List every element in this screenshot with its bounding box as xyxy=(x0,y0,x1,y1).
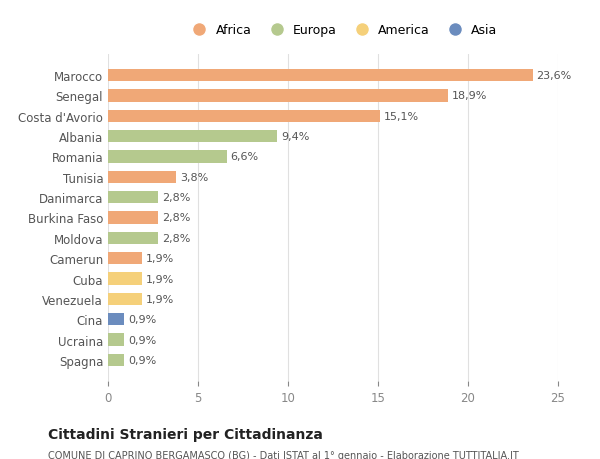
Text: 1,9%: 1,9% xyxy=(146,254,174,263)
Bar xyxy=(108,273,142,285)
Text: 1,9%: 1,9% xyxy=(146,274,174,284)
Text: 0,9%: 0,9% xyxy=(128,355,156,365)
Bar xyxy=(108,171,176,184)
Legend: Africa, Europa, America, Asia: Africa, Europa, America, Asia xyxy=(182,19,502,42)
Text: 9,4%: 9,4% xyxy=(281,132,309,142)
Text: 23,6%: 23,6% xyxy=(536,71,572,81)
Bar xyxy=(108,252,142,265)
Text: 2,8%: 2,8% xyxy=(162,193,190,203)
Bar xyxy=(108,70,533,82)
Text: 0,9%: 0,9% xyxy=(128,335,156,345)
Text: 15,1%: 15,1% xyxy=(383,112,419,122)
Bar xyxy=(108,293,142,305)
Bar xyxy=(108,334,124,346)
Text: Cittadini Stranieri per Cittadinanza: Cittadini Stranieri per Cittadinanza xyxy=(48,427,323,441)
Bar xyxy=(108,131,277,143)
Text: 0,9%: 0,9% xyxy=(128,314,156,325)
Text: COMUNE DI CAPRINO BERGAMASCO (BG) - Dati ISTAT al 1° gennaio - Elaborazione TUTT: COMUNE DI CAPRINO BERGAMASCO (BG) - Dati… xyxy=(48,450,519,459)
Text: 2,8%: 2,8% xyxy=(162,213,190,223)
Bar xyxy=(108,232,158,244)
Text: 2,8%: 2,8% xyxy=(162,233,190,243)
Bar xyxy=(108,111,380,123)
Bar xyxy=(108,151,227,163)
Text: 3,8%: 3,8% xyxy=(180,173,208,182)
Text: 18,9%: 18,9% xyxy=(452,91,487,101)
Bar xyxy=(108,192,158,204)
Bar xyxy=(108,313,124,325)
Bar xyxy=(108,212,158,224)
Text: 1,9%: 1,9% xyxy=(146,294,174,304)
Text: 6,6%: 6,6% xyxy=(230,152,259,162)
Bar xyxy=(108,354,124,366)
Bar xyxy=(108,90,448,102)
